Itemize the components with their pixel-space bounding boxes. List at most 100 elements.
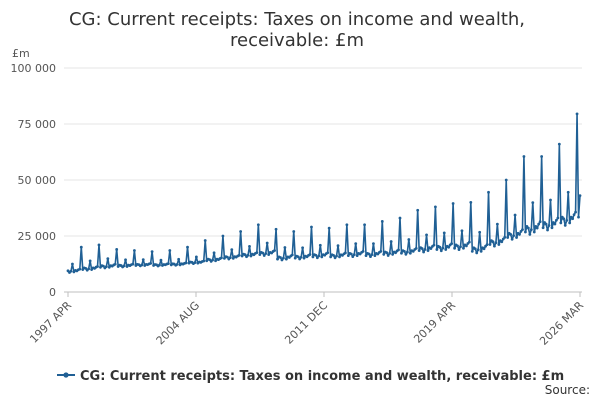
data-point[interactable] — [497, 243, 501, 246]
data-point[interactable] — [248, 245, 251, 248]
data-point[interactable] — [317, 254, 321, 258]
data-point[interactable] — [491, 240, 495, 244]
data-point[interactable] — [434, 205, 437, 209]
data-point[interactable] — [361, 250, 365, 253]
data-point[interactable] — [302, 256, 306, 260]
data-point[interactable] — [150, 250, 154, 254]
data-point[interactable] — [416, 208, 420, 212]
data-point[interactable] — [566, 190, 570, 194]
data-point[interactable] — [447, 245, 451, 249]
data-point[interactable] — [460, 229, 464, 233]
data-point[interactable] — [299, 255, 303, 259]
data-point[interactable] — [332, 253, 335, 257]
data-point[interactable] — [467, 240, 471, 244]
data-point[interactable] — [459, 245, 462, 249]
data-point[interactable] — [385, 251, 389, 255]
data-point[interactable] — [456, 244, 459, 248]
data-point[interactable] — [314, 253, 318, 257]
data-point[interactable] — [225, 255, 229, 259]
data-point[interactable] — [211, 258, 215, 262]
data-point[interactable] — [438, 245, 442, 249]
data-point[interactable] — [296, 255, 300, 259]
data-point[interactable] — [256, 223, 260, 227]
data-point[interactable] — [482, 247, 486, 251]
data-point[interactable] — [310, 225, 313, 229]
data-point[interactable] — [423, 248, 427, 251]
data-point[interactable] — [503, 235, 507, 239]
data-point[interactable] — [404, 252, 408, 256]
data-point[interactable] — [338, 255, 341, 259]
data-point[interactable] — [106, 257, 110, 260]
data-point[interactable] — [280, 258, 284, 262]
data-point[interactable] — [149, 262, 153, 265]
data-point[interactable] — [87, 267, 91, 271]
data-point[interactable] — [243, 253, 247, 257]
data-point[interactable] — [515, 236, 518, 239]
data-point[interactable] — [414, 246, 418, 250]
data-point[interactable] — [479, 249, 483, 253]
data-point[interactable] — [504, 178, 508, 182]
data-point[interactable] — [255, 251, 259, 255]
data-point[interactable] — [158, 263, 161, 267]
data-point[interactable] — [69, 269, 73, 273]
data-point[interactable] — [292, 230, 296, 233]
data-point[interactable] — [349, 252, 353, 256]
data-point[interactable] — [522, 155, 526, 158]
data-point[interactable] — [78, 267, 82, 271]
data-point[interactable] — [133, 249, 136, 252]
data-point[interactable] — [265, 241, 269, 245]
data-point[interactable] — [84, 266, 88, 270]
data-point[interactable] — [565, 219, 569, 222]
data-point[interactable] — [131, 262, 135, 266]
data-point[interactable] — [532, 230, 536, 234]
data-point[interactable] — [562, 217, 566, 221]
data-point[interactable] — [228, 256, 232, 260]
data-point[interactable] — [96, 265, 99, 268]
data-point[interactable] — [420, 247, 424, 250]
data-point[interactable] — [425, 233, 428, 237]
data-point[interactable] — [544, 222, 548, 226]
data-point[interactable] — [475, 251, 479, 255]
data-point[interactable] — [451, 202, 455, 205]
data-point[interactable] — [397, 248, 400, 252]
data-point[interactable] — [417, 249, 421, 253]
data-point[interactable] — [524, 230, 527, 234]
data-point[interactable] — [203, 239, 207, 242]
data-point[interactable] — [529, 228, 533, 232]
data-point[interactable] — [71, 262, 74, 266]
data-point[interactable] — [320, 255, 324, 259]
data-point[interactable] — [367, 252, 371, 256]
data-point[interactable] — [512, 234, 515, 238]
data-point[interactable] — [571, 217, 575, 221]
data-point[interactable] — [258, 253, 262, 256]
data-point[interactable] — [290, 253, 294, 257]
data-point[interactable] — [372, 242, 375, 246]
data-point[interactable] — [546, 228, 549, 232]
data-point[interactable] — [168, 249, 172, 252]
data-point[interactable] — [521, 228, 524, 231]
data-point[interactable] — [184, 261, 188, 265]
data-point[interactable] — [335, 254, 338, 258]
data-point[interactable] — [370, 253, 374, 257]
data-point[interactable] — [352, 253, 356, 257]
data-point[interactable] — [327, 226, 331, 230]
data-point[interactable] — [293, 256, 297, 260]
data-point[interactable] — [528, 233, 532, 236]
data-point[interactable] — [578, 194, 582, 198]
data-point[interactable] — [442, 231, 446, 235]
data-point[interactable] — [541, 226, 545, 230]
data-point[interactable] — [267, 253, 271, 256]
data-point[interactable] — [363, 223, 366, 227]
data-point[interactable] — [279, 256, 282, 259]
data-point[interactable] — [450, 242, 454, 246]
data-point[interactable] — [405, 250, 409, 254]
data-point[interactable] — [526, 226, 530, 230]
data-point[interactable] — [379, 250, 383, 253]
data-point[interactable] — [556, 216, 560, 220]
data-point[interactable] — [122, 264, 126, 268]
data-point[interactable] — [102, 264, 105, 268]
data-point[interactable] — [487, 190, 490, 194]
data-point[interactable] — [435, 248, 439, 251]
data-point[interactable] — [283, 246, 287, 249]
data-point[interactable] — [554, 218, 558, 222]
